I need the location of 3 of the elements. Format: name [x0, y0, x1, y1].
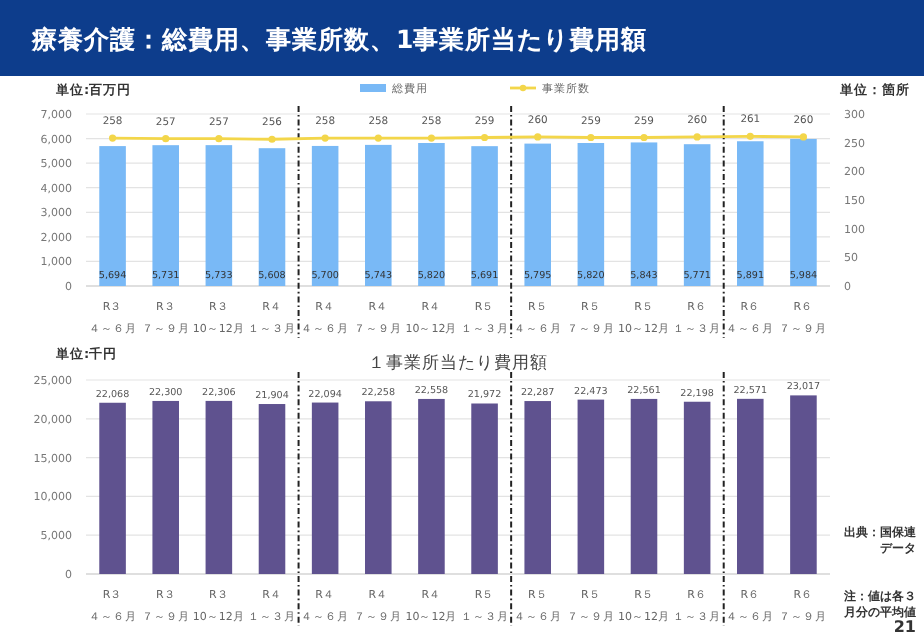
- text: 21: [891, 618, 916, 636]
- chart-title: 療養介護：総費用、事業所数、1事業所当たり費用額: [32, 24, 648, 58]
- chart-title: １事業所当たり費用額: [368, 352, 548, 374]
